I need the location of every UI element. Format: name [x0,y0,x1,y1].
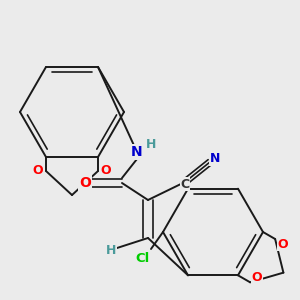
Text: N: N [131,145,143,159]
Text: O: O [101,164,111,176]
Text: N: N [210,152,220,166]
Text: H: H [146,137,156,151]
Text: O: O [79,176,91,190]
Text: Cl: Cl [136,253,150,266]
Text: O: O [33,164,43,176]
Text: C: C [180,178,190,190]
Text: O: O [278,238,288,250]
Text: O: O [252,271,262,284]
Text: H: H [106,244,116,257]
